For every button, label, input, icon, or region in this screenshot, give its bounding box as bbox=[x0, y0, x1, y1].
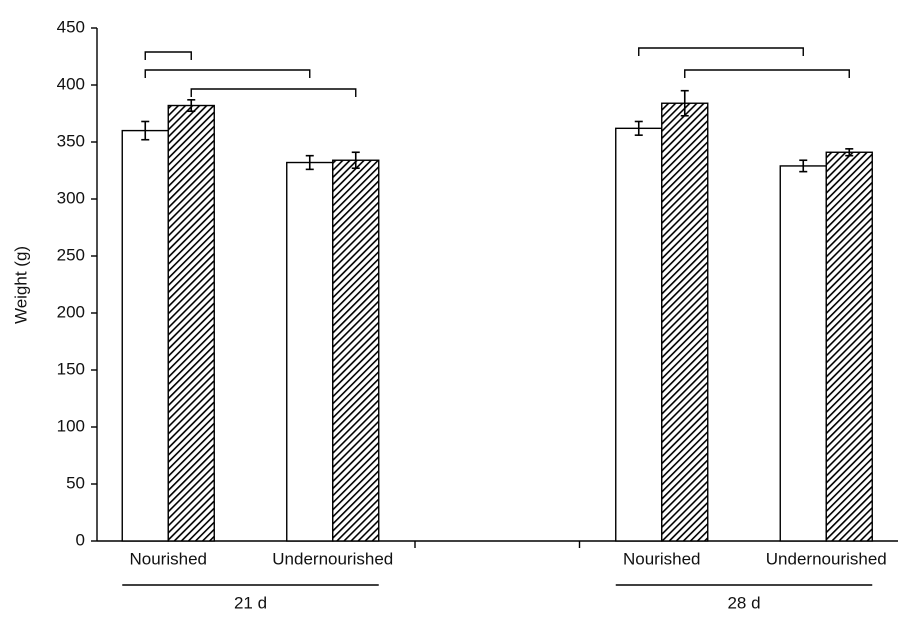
bar bbox=[615, 127, 663, 542]
x-tick-label: Undernourished bbox=[766, 549, 887, 568]
significance-bracket bbox=[190, 88, 357, 97]
significance-bracket bbox=[144, 51, 192, 60]
bar bbox=[286, 161, 334, 542]
y-axis-label: Weight (g) bbox=[11, 246, 30, 324]
error-bar bbox=[634, 120, 643, 136]
error-bar bbox=[305, 154, 314, 171]
significance-bracket bbox=[144, 69, 311, 78]
group-label: 21 d bbox=[234, 593, 267, 612]
y-tick-label: 50 bbox=[66, 473, 85, 492]
error-bar bbox=[187, 99, 196, 113]
error-bar bbox=[141, 120, 150, 141]
bar bbox=[779, 165, 827, 542]
y-tick-label: 200 bbox=[57, 302, 85, 321]
error-bar bbox=[351, 151, 360, 170]
error-bar bbox=[680, 89, 689, 117]
y-tick-label: 150 bbox=[57, 359, 85, 378]
y-tick-label: 400 bbox=[57, 74, 85, 93]
y-tick-label: 250 bbox=[57, 245, 85, 264]
y-tick-label: 0 bbox=[76, 530, 85, 549]
significance-bracket bbox=[684, 69, 850, 78]
bar bbox=[332, 159, 380, 542]
error-bar bbox=[845, 148, 854, 157]
y-tick-label: 350 bbox=[57, 131, 85, 150]
bar bbox=[825, 151, 873, 542]
x-tick-label: Undernourished bbox=[272, 549, 393, 568]
y-tick-label: 450 bbox=[57, 17, 85, 36]
y-tick-label: 100 bbox=[57, 416, 85, 435]
y-tick-label: 300 bbox=[57, 188, 85, 207]
error-bar bbox=[799, 159, 808, 173]
bar bbox=[121, 129, 169, 542]
x-tick-label: Nourished bbox=[623, 549, 701, 568]
significance-bracket bbox=[638, 47, 804, 56]
bar bbox=[661, 102, 709, 542]
x-tick-label: Nourished bbox=[130, 549, 208, 568]
group-label: 28 d bbox=[727, 593, 760, 612]
bar bbox=[167, 104, 215, 542]
